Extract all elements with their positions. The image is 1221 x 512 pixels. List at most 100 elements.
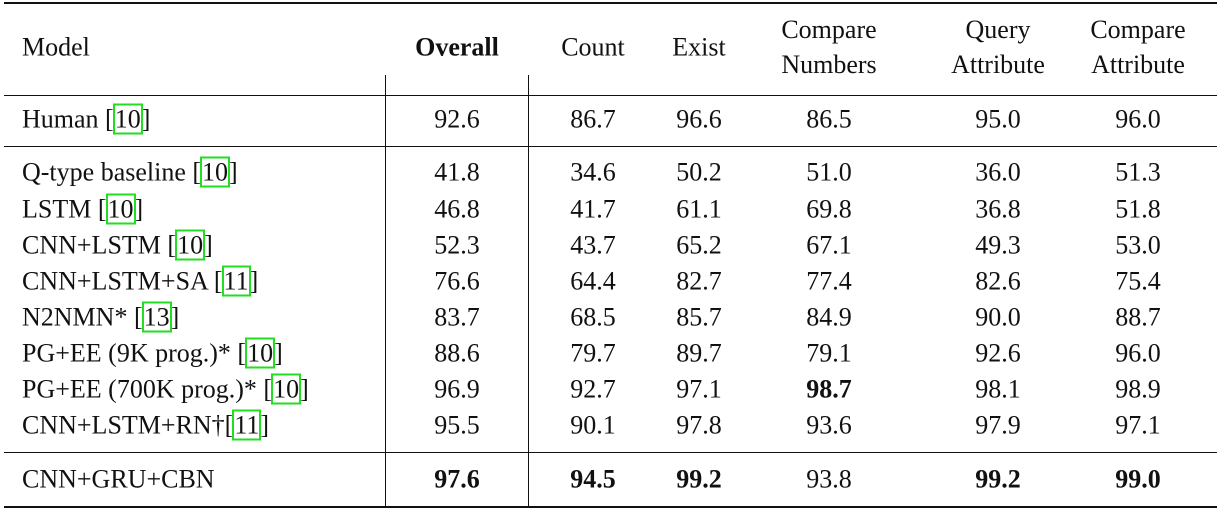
score-cell: 94.5 [570, 464, 616, 494]
score-cell: 69.8 [806, 194, 852, 224]
model-name: PG+EE (9K prog.)* [10] [22, 336, 283, 371]
group-rule [4, 146, 1217, 147]
score-cell: 96.6 [676, 104, 722, 134]
column-rule [385, 75, 386, 506]
citation-close: ] [204, 230, 213, 260]
score-cell: 92.6 [975, 338, 1021, 368]
model-name: Q-type baseline [10] [22, 155, 238, 190]
score-cell: 99.0 [1115, 464, 1161, 494]
citation: 13 [141, 301, 172, 333]
score-cell: 95.0 [975, 104, 1021, 134]
model-name: LSTM [10] [22, 192, 143, 227]
score-cell: 79.7 [570, 338, 616, 368]
header-cell: Compare Attribute [1090, 15, 1186, 79]
model-name: CNN+LSTM [10] [22, 228, 213, 263]
score-cell: 82.6 [975, 266, 1021, 296]
model-label: PG+EE (700K prog.)* [ [22, 374, 273, 404]
citation: 10 [105, 193, 136, 225]
model-name: N2NMN* [13] [22, 300, 179, 335]
header-cell: Overall [415, 32, 499, 62]
model-label: LSTM [ [22, 194, 107, 224]
score-cell: 97.1 [1115, 410, 1161, 440]
score-cell: 79.1 [806, 338, 852, 368]
score-cell: 84.9 [806, 302, 852, 332]
citation: 10 [112, 103, 143, 135]
score-cell: 64.4 [570, 266, 616, 296]
score-cell: 86.5 [806, 104, 852, 134]
top-rule [4, 2, 1217, 4]
score-cell: 34.6 [570, 157, 616, 187]
score-cell: 96.9 [434, 374, 480, 404]
bottom-rule [4, 506, 1217, 508]
model-label: CNN+GRU+CBN [22, 464, 215, 494]
header-cell: Count [561, 32, 625, 62]
score-cell: 41.8 [434, 157, 480, 187]
header-cell: Model [22, 32, 90, 62]
score-cell: 93.6 [806, 410, 852, 440]
score-cell: 46.8 [434, 194, 480, 224]
score-cell: 36.0 [975, 157, 1021, 187]
score-cell: 51.8 [1115, 194, 1161, 224]
score-cell: 99.2 [676, 464, 722, 494]
score-cell: 90.1 [570, 410, 616, 440]
score-cell: 67.1 [806, 230, 852, 260]
score-cell: 88.7 [1115, 302, 1161, 332]
citation: 11 [221, 265, 251, 297]
model-name: CNN+GRU+CBN [22, 462, 215, 497]
score-cell: 65.2 [676, 230, 722, 260]
score-cell: 96.0 [1115, 338, 1161, 368]
header-cell: Compare Numbers [781, 15, 877, 79]
score-cell: 52.3 [434, 230, 480, 260]
model-name: CNN+LSTM+RN†[11] [22, 408, 269, 443]
score-cell: 50.2 [676, 157, 722, 187]
model-name: PG+EE (700K prog.)* [10] [22, 372, 309, 407]
citation-close: ] [134, 194, 144, 224]
citation: 10 [200, 156, 231, 188]
score-cell: 95.5 [434, 410, 480, 440]
score-cell: 92.7 [570, 374, 616, 404]
score-cell: 43.7 [570, 230, 616, 260]
model-name: CNN+LSTM+SA [11] [22, 264, 258, 299]
citation: 11 [232, 409, 262, 441]
citation-close: ] [249, 266, 259, 296]
header-rule [4, 95, 1217, 96]
model-label: PG+EE (9K prog.)* [ [22, 338, 247, 368]
score-cell: 99.2 [975, 464, 1021, 494]
model-label: N2NMN* [ [22, 302, 143, 332]
score-cell: 51.3 [1115, 157, 1161, 187]
score-cell: 97.1 [676, 374, 722, 404]
model-label: Q-type baseline [ [22, 157, 202, 187]
score-cell: 93.8 [806, 464, 852, 494]
score-cell: 53.0 [1115, 230, 1161, 260]
citation-close: ] [300, 374, 309, 404]
citation: 10 [245, 337, 276, 369]
score-cell: 89.7 [676, 338, 722, 368]
citation-close: ] [274, 338, 283, 368]
model-label: CNN+LSTM [ [22, 230, 177, 260]
score-cell: 41.7 [570, 194, 616, 224]
model-label: CNN+LSTM+RN†[ [22, 410, 234, 440]
score-cell: 98.1 [975, 374, 1021, 404]
score-cell: 77.4 [806, 266, 852, 296]
model-label: Human [ [22, 104, 114, 134]
header-cell: Exist [672, 32, 726, 62]
score-cell: 88.6 [434, 338, 480, 368]
model-label: CNN+LSTM+SA [ [22, 266, 223, 296]
citation-close: ] [141, 104, 151, 134]
score-cell: 83.7 [434, 302, 480, 332]
model-name: Human [10] [22, 102, 150, 137]
score-cell: 90.0 [975, 302, 1021, 332]
header-cell: Query Attribute [951, 15, 1045, 79]
citation-close: ] [260, 410, 270, 440]
score-cell: 75.4 [1115, 266, 1161, 296]
citation: 10 [271, 373, 302, 405]
score-cell: 85.7 [676, 302, 722, 332]
column-rule [528, 75, 529, 506]
score-cell: 86.7 [570, 104, 616, 134]
score-cell: 76.6 [434, 266, 480, 296]
score-cell: 51.0 [806, 157, 852, 187]
score-cell: 98.7 [806, 374, 852, 404]
citation: 10 [175, 229, 206, 261]
score-cell: 49.3 [975, 230, 1021, 260]
